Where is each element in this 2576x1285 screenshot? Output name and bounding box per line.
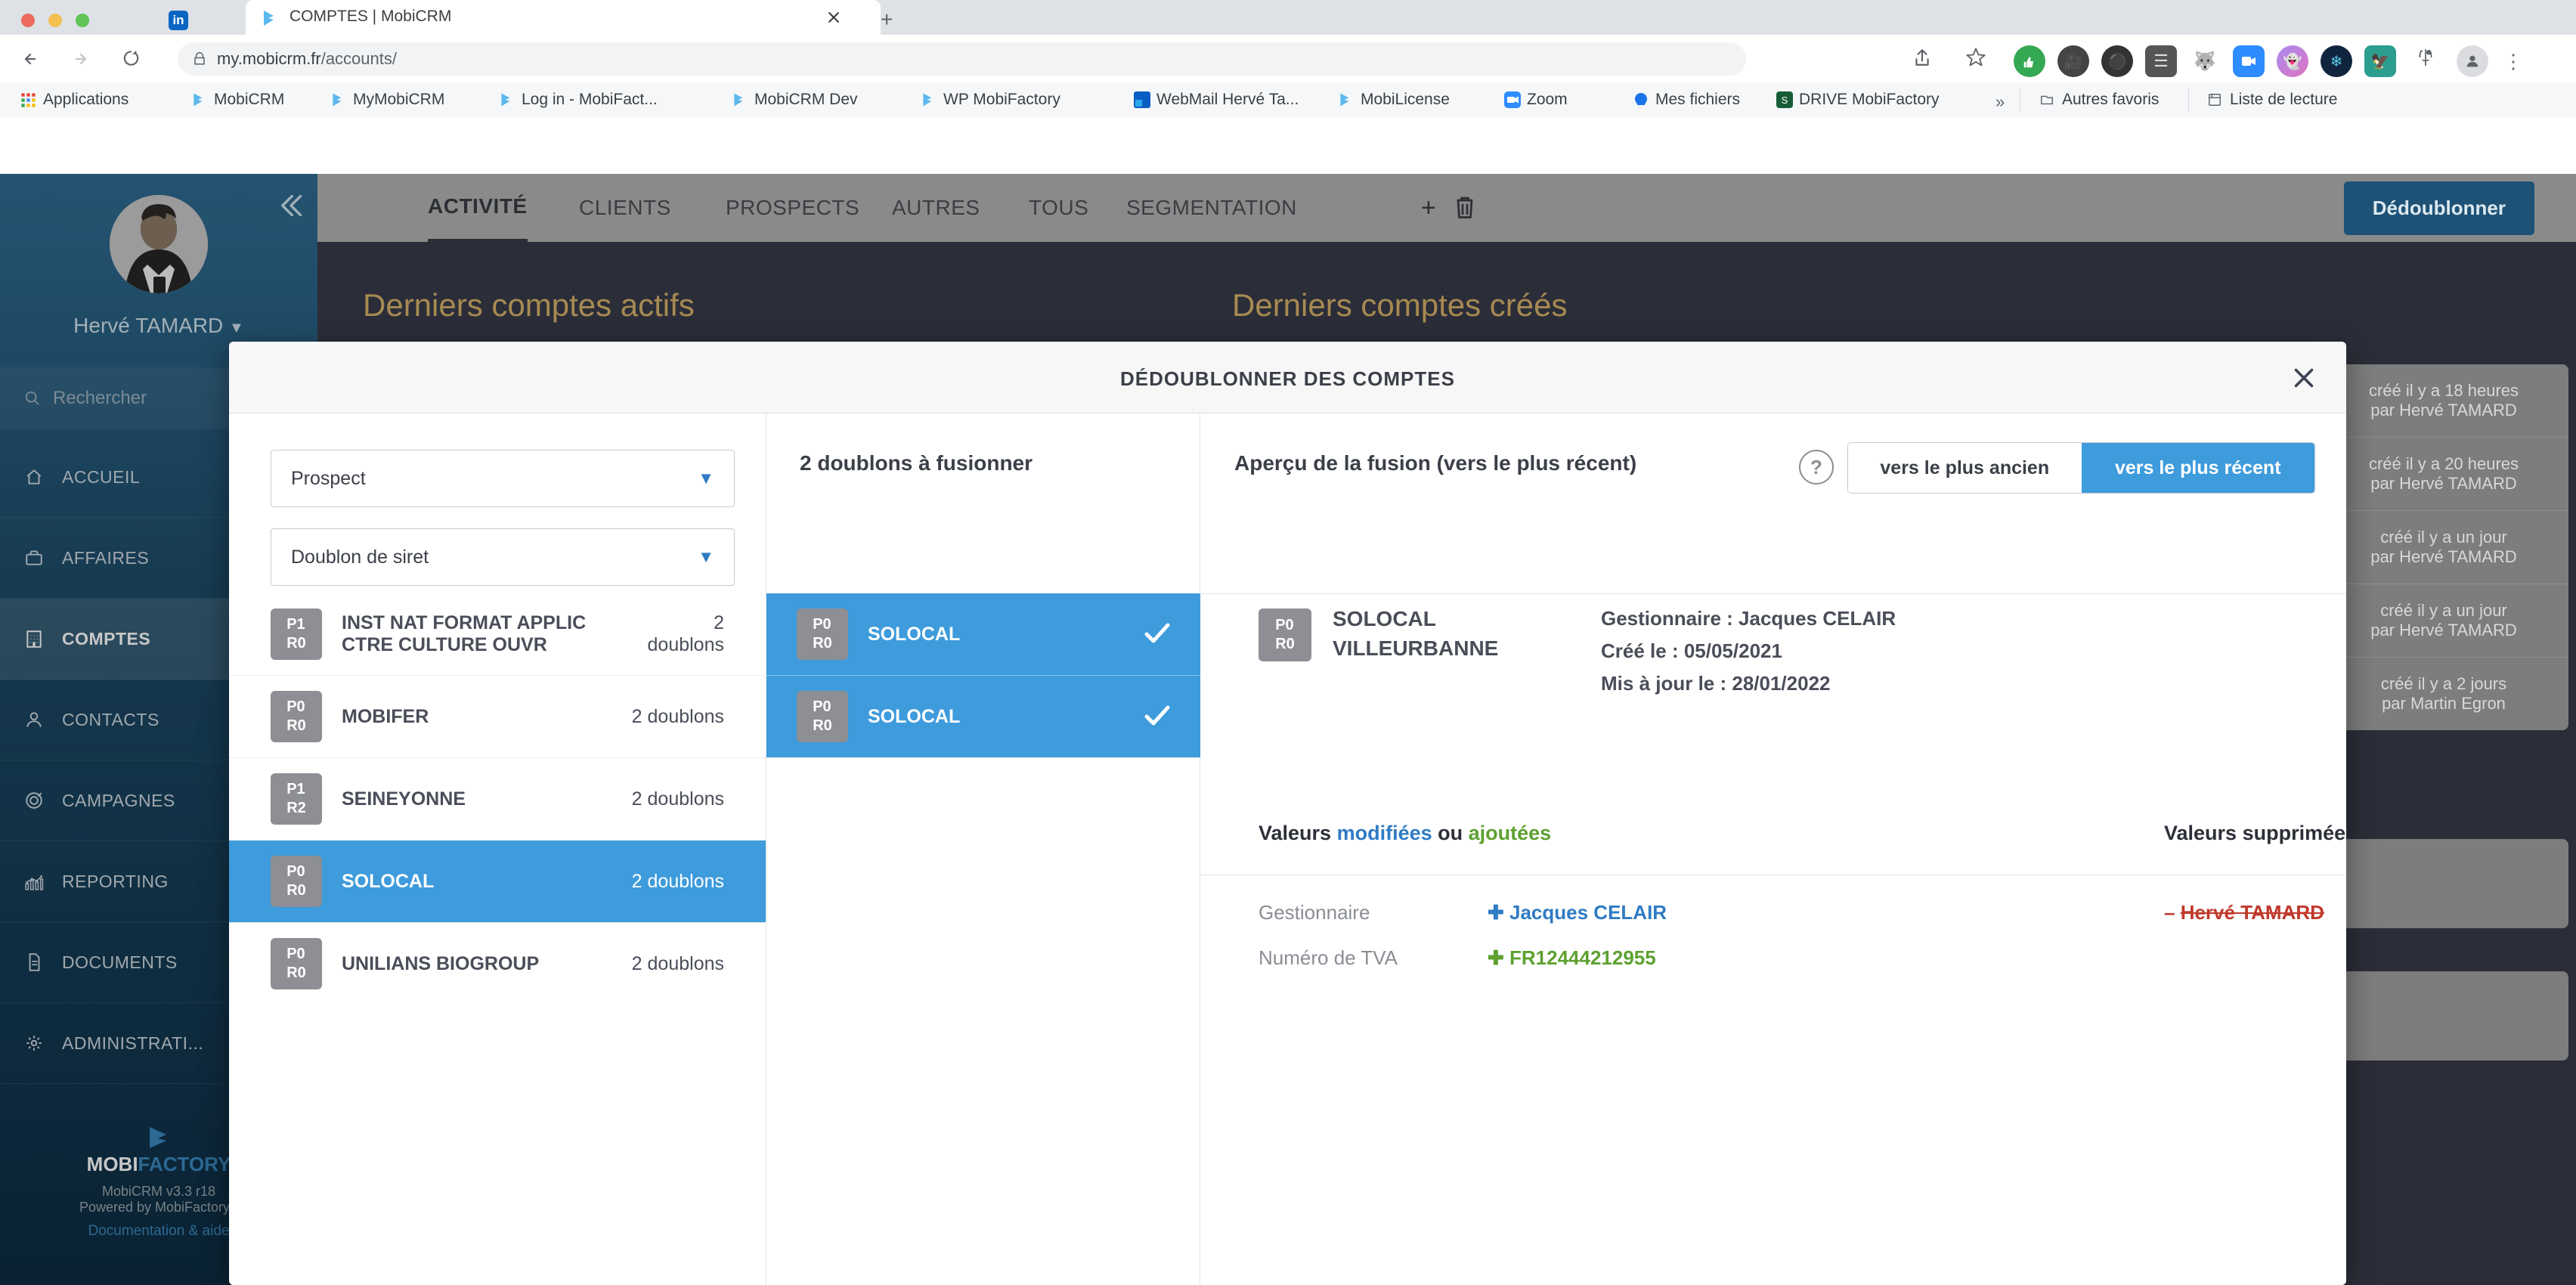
svg-text:S: S bbox=[1782, 94, 1788, 106]
